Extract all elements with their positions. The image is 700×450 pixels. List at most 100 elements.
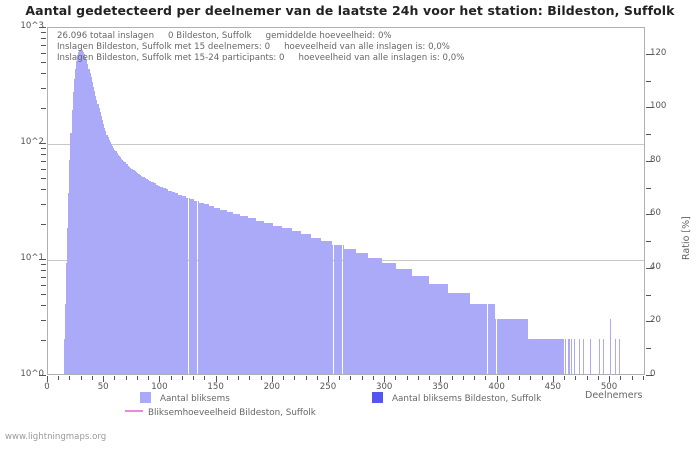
histogram-bar — [458, 292, 460, 374]
histogram-bar — [73, 78, 75, 374]
histogram-bar — [97, 104, 99, 374]
x-axis-tick-label: 150 — [207, 382, 224, 392]
histogram-bar — [388, 263, 390, 374]
histogram-bar — [302, 234, 304, 374]
histogram-bar — [370, 258, 372, 374]
histogram-bar — [393, 263, 395, 374]
histogram-bar — [495, 318, 497, 374]
histogram-bar — [376, 258, 378, 374]
histogram-bar — [395, 263, 397, 374]
histogram-bar — [219, 209, 222, 374]
histogram-bar — [214, 207, 216, 374]
histogram-bar — [153, 183, 155, 374]
x-axis-minor-tick — [316, 376, 318, 380]
histogram-bar — [250, 218, 252, 374]
histogram-bar — [372, 258, 374, 374]
histogram-bar — [324, 241, 326, 374]
histogram-bar — [253, 218, 255, 374]
legend-item-bliksemhoeveelheid[interactable]: Bliksemhoeveelheid Bildeston, Suffolk — [125, 408, 316, 418]
histogram-bar — [290, 228, 292, 374]
histogram-bar — [289, 228, 291, 374]
histogram-bar — [578, 339, 580, 374]
histogram-bar — [378, 258, 380, 374]
legend-item-aantal-bliksems[interactable]: Aantal bliksems — [140, 392, 230, 404]
histogram-bar — [397, 269, 399, 374]
histogram-bar — [514, 318, 516, 374]
y-axis-right-tick-label: 60 — [650, 208, 661, 219]
histogram-bar — [550, 339, 552, 374]
histogram-bar — [293, 231, 295, 374]
histogram-bar — [291, 231, 294, 374]
y-axis-left-minor-tick — [41, 52, 46, 54]
x-axis-minor-tick — [372, 376, 374, 380]
x-axis-tick-label: 100 — [151, 382, 168, 392]
histogram-bar — [443, 283, 445, 374]
histogram-bar — [128, 166, 131, 374]
histogram-bar — [124, 162, 126, 374]
y-axis-left-minor-tick — [41, 203, 46, 205]
histogram-bar — [119, 157, 122, 374]
histogram-bar — [131, 168, 133, 374]
y-axis-left-title: Aantal — [0, 169, 3, 200]
annotation-total-strokes: 26.096 totaal inslagen — [57, 31, 155, 41]
histogram-bar — [409, 269, 412, 374]
histogram-bar — [574, 339, 576, 374]
y-axis-left-tick — [39, 259, 46, 260]
y-axis-right-title: Ratio [%] — [681, 216, 692, 260]
histogram-bar — [463, 292, 465, 374]
histogram-bar — [481, 304, 483, 374]
histogram-bar — [70, 132, 72, 374]
histogram-bar — [411, 269, 413, 374]
histogram-bar — [95, 95, 97, 374]
histogram-bar — [420, 275, 422, 374]
x-axis-tick-label: 300 — [376, 382, 393, 392]
histogram-bar — [610, 318, 612, 374]
x-axis-tick-label: 350 — [432, 382, 449, 392]
histogram-bar — [173, 192, 175, 374]
x-axis-minor-tick — [260, 376, 262, 380]
histogram-bar — [619, 339, 621, 374]
histogram-bar — [268, 223, 270, 374]
histogram-bar — [251, 218, 253, 374]
histogram-bar — [270, 223, 272, 374]
histogram-bar — [472, 304, 474, 374]
x-axis-minor-tick — [597, 376, 599, 380]
histogram-bar — [179, 194, 181, 374]
histogram-bar — [311, 237, 313, 374]
histogram-bar — [521, 318, 523, 374]
histogram-bar — [489, 304, 491, 374]
histogram-bar — [91, 81, 93, 374]
histogram-bar — [439, 283, 441, 374]
histogram-bar — [515, 318, 517, 374]
histogram-bar — [72, 91, 74, 374]
histogram-bar — [233, 213, 235, 374]
histogram-bar — [354, 248, 356, 374]
histogram-bar — [242, 216, 244, 374]
histogram-bar — [307, 234, 309, 374]
legend-item-aantal-bliksems-station[interactable]: Aantal bliksems Bildeston, Suffolk — [372, 392, 541, 404]
histogram-bar — [508, 318, 510, 374]
histogram-bar — [79, 49, 81, 374]
histogram-bar — [212, 206, 214, 374]
histogram-bar — [448, 292, 450, 374]
histogram-bar — [477, 304, 479, 374]
histogram-bar — [298, 231, 300, 374]
histogram-bar — [198, 202, 200, 374]
x-axis-minor-tick — [530, 376, 532, 380]
histogram-bar — [493, 304, 495, 374]
histogram-bar — [260, 220, 262, 374]
histogram-bar — [560, 339, 562, 374]
histogram-bar — [506, 318, 508, 374]
y-axis-right-minor-tick — [646, 294, 651, 296]
histogram-bar — [105, 131, 107, 374]
histogram-bar — [228, 211, 231, 374]
histogram-bar — [148, 180, 150, 374]
histogram-bar — [275, 225, 277, 374]
histogram-bar — [513, 318, 515, 374]
histogram-bar — [527, 339, 530, 374]
x-axis-tick-label: 250 — [319, 382, 337, 392]
histogram-bar — [106, 134, 108, 374]
histogram-bar — [137, 173, 140, 374]
histogram-bar — [565, 339, 567, 374]
histogram-bar — [454, 292, 457, 374]
